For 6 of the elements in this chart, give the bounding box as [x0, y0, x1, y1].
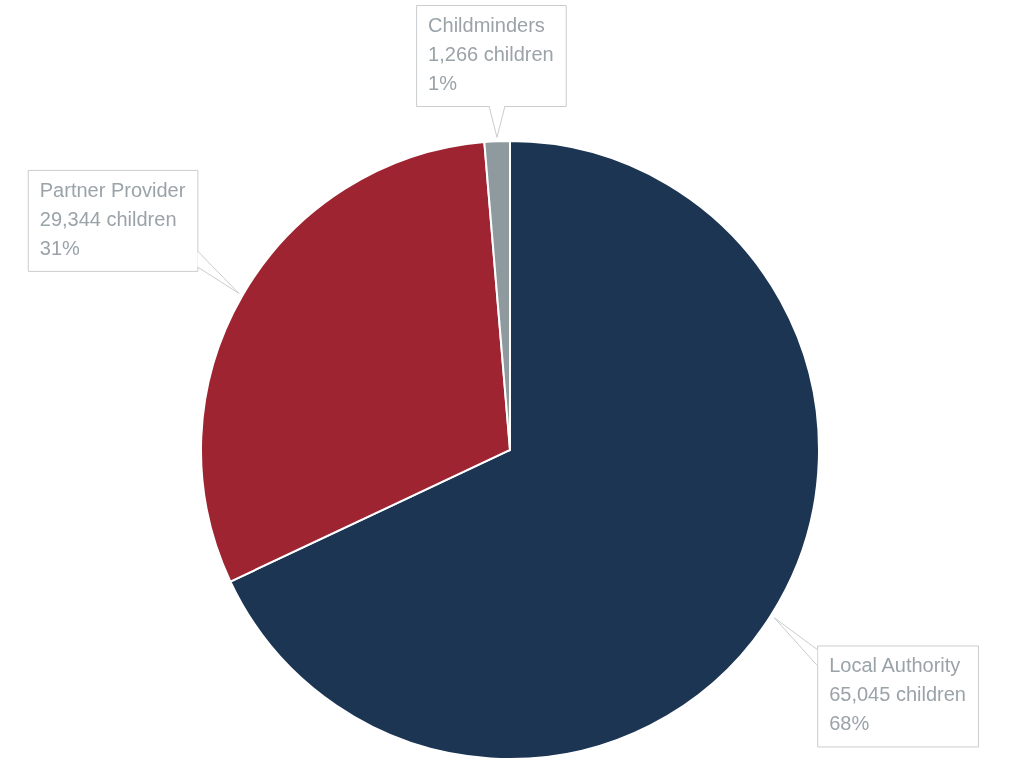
slice-label: Partner Provider — [39, 178, 186, 201]
data-label: 65,045 children 68% — [829, 683, 966, 735]
slice-label: Local Authority — [829, 654, 961, 677]
slice-label: Childminders — [428, 14, 545, 37]
data-label: 29,344 children 31% — [39, 207, 177, 259]
data-label: 1,266 children 1% — [428, 43, 554, 95]
